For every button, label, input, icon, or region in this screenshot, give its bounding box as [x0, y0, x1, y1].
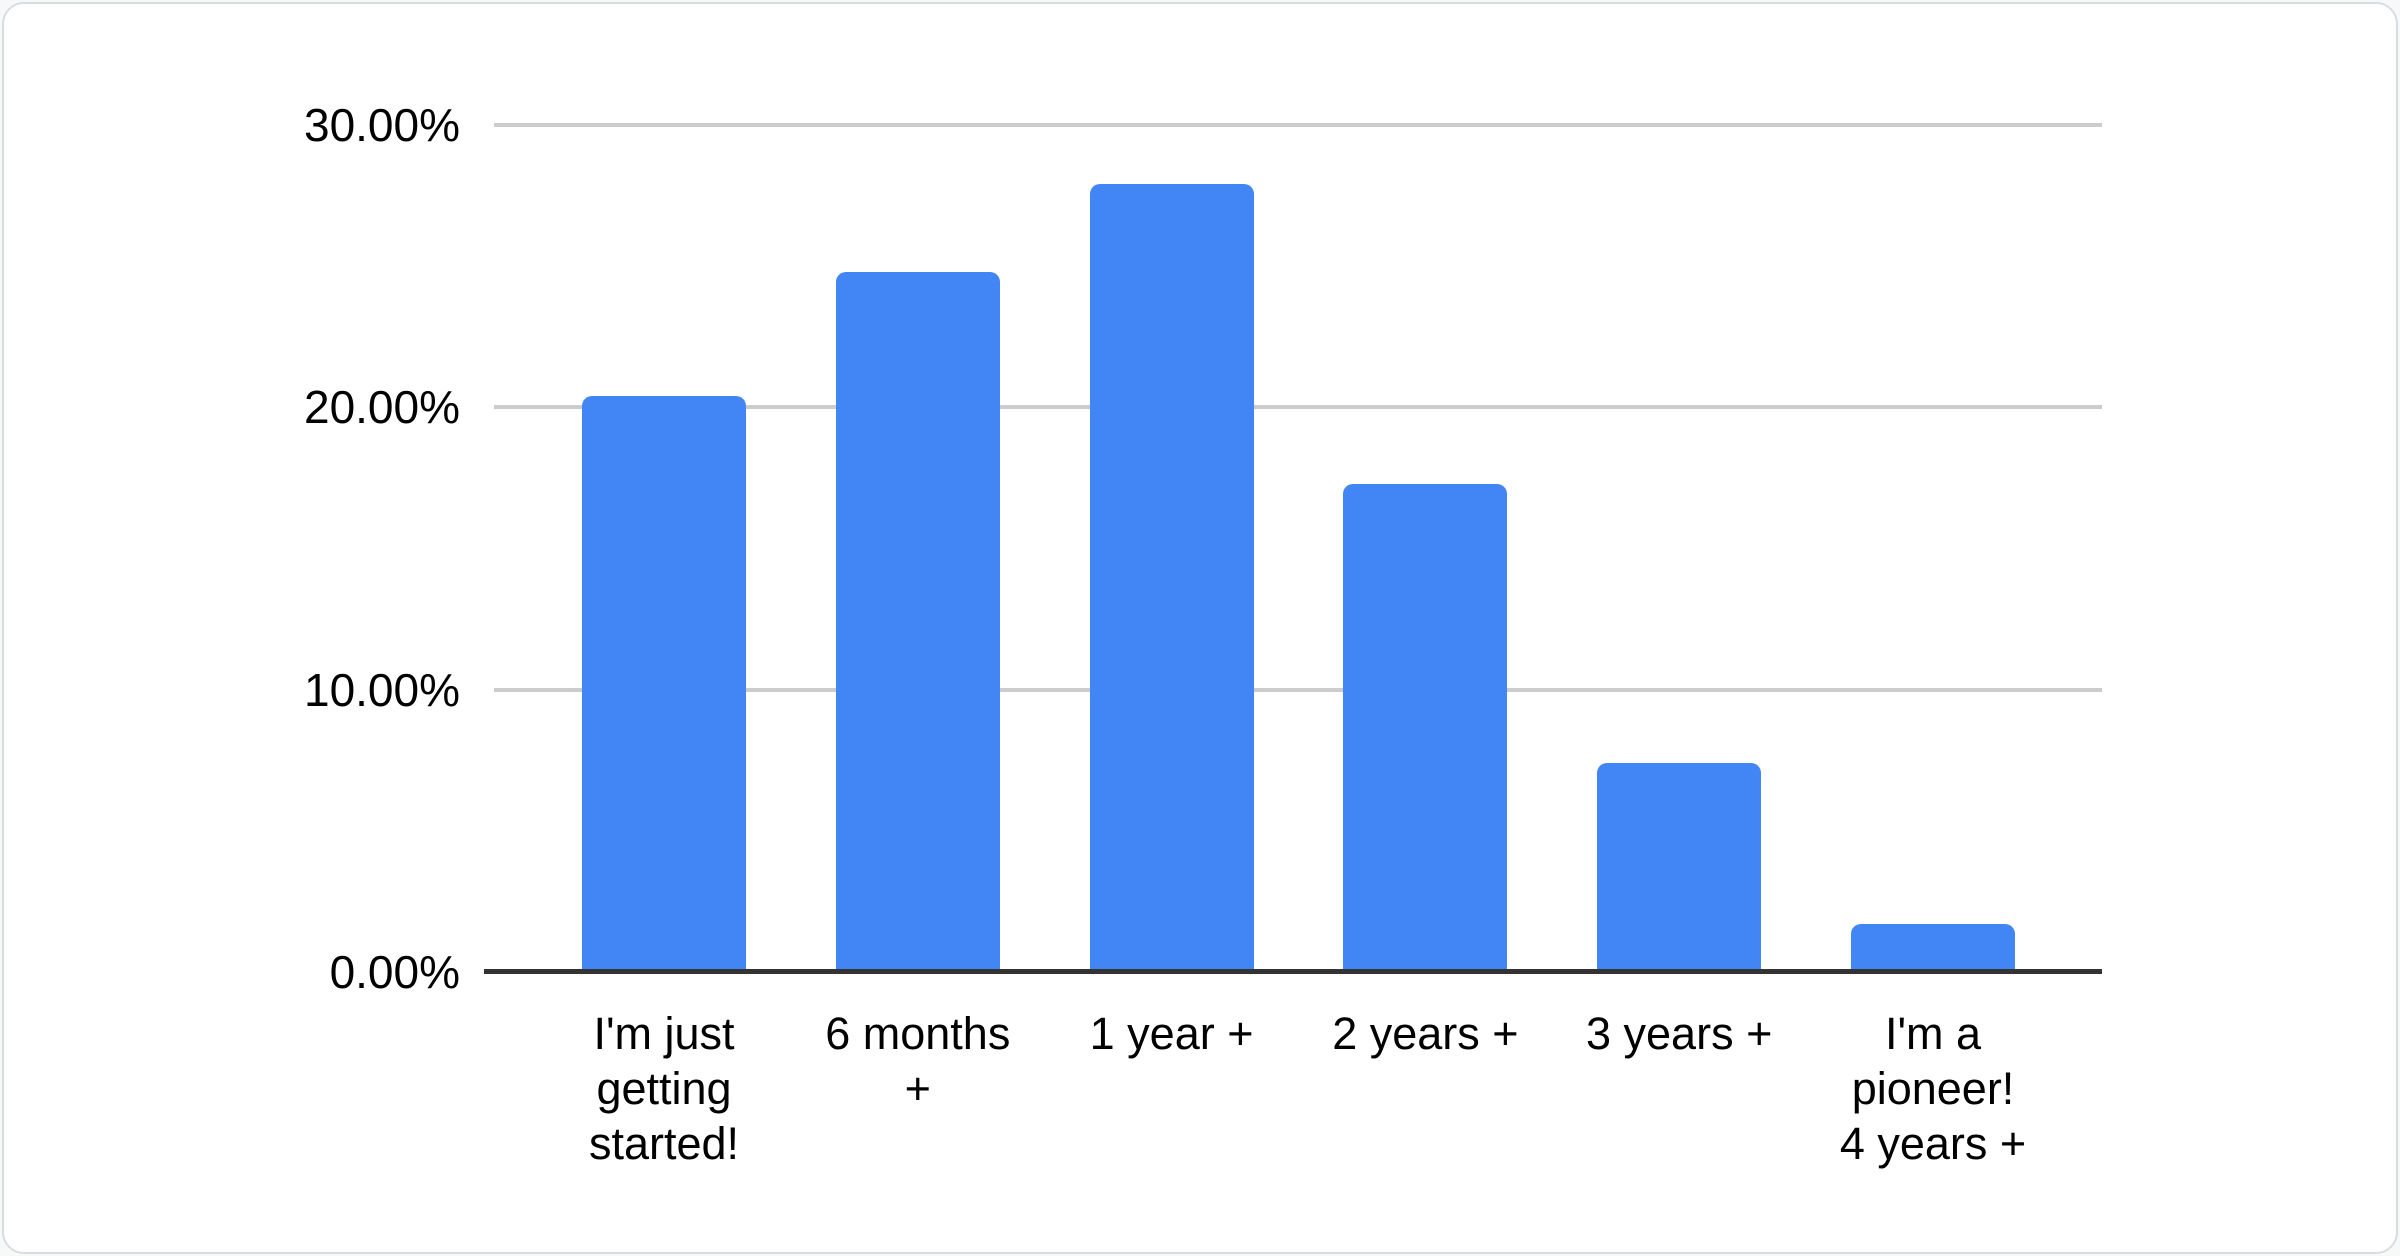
y-axis-tick-label: 10.00% [303, 663, 460, 716]
bar-6 [1851, 924, 2015, 972]
bar-4 [1343, 483, 1508, 972]
gridline [494, 405, 2102, 410]
y-axis-tick-label: 30.00% [303, 99, 460, 151]
y-axis-tick-label: 20.00% [303, 381, 460, 434]
x-axis-category-label: 6 months + [825, 1008, 1011, 1114]
x-axis-line [484, 969, 2102, 974]
bar-5 [1597, 763, 1762, 972]
gridline [494, 123, 2102, 127]
bar-1 [582, 396, 746, 972]
x-axis-category-label: 2 years + [1332, 1008, 1519, 1059]
bar-3 [1089, 184, 1254, 972]
x-axis-category-label: 1 year + [1089, 1008, 1254, 1059]
x-axis-category-label: 3 years + [1586, 1008, 1773, 1059]
x-axis-category-label: I'm a pioneer! 4 years + [1839, 1008, 2027, 1169]
y-axis-tick-label: 0.00% [329, 946, 460, 998]
plot-area [484, 123, 2102, 974]
gridline [494, 687, 2102, 692]
x-axis-category-label: I'm just getting started! [588, 1008, 740, 1169]
bar-2 [835, 271, 1000, 972]
